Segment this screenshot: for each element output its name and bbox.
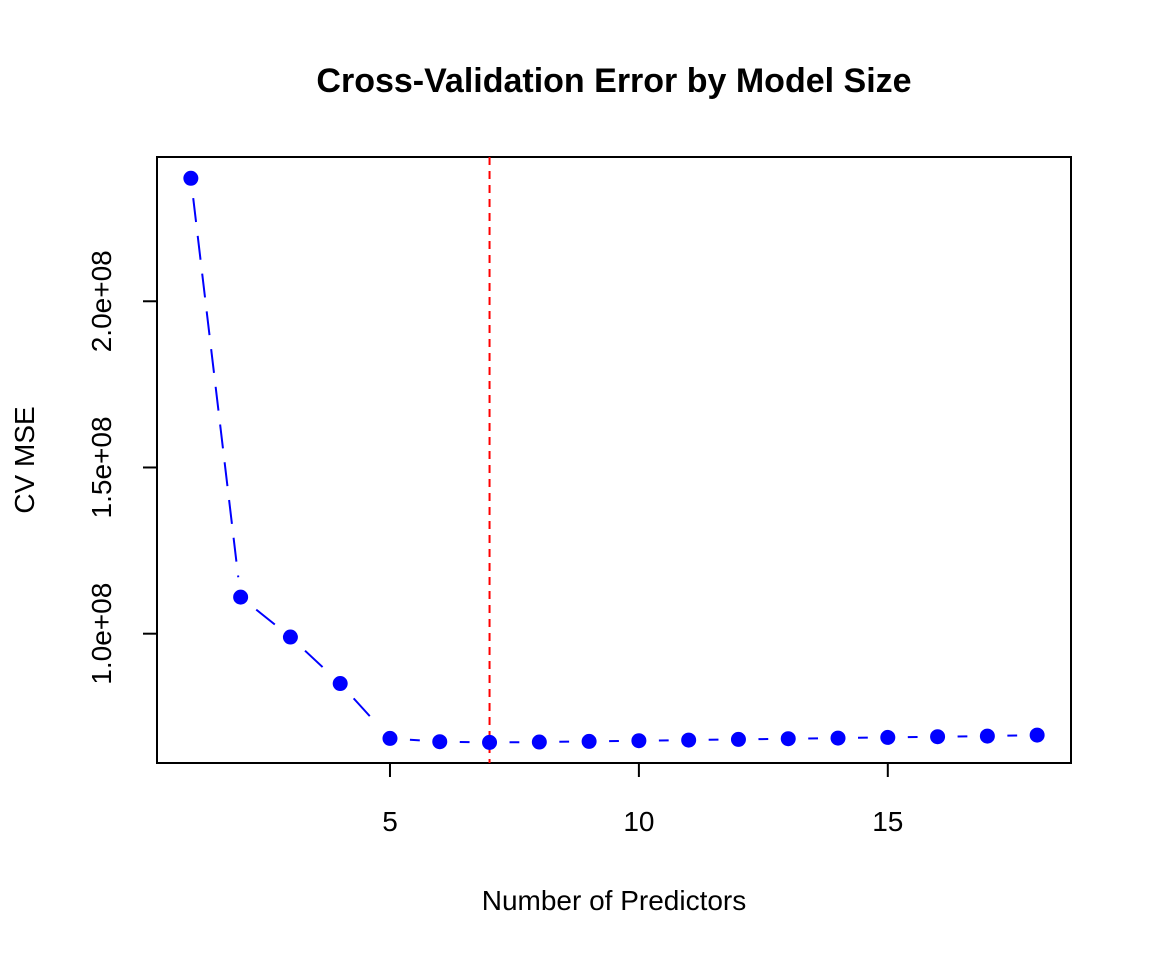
data-point [631,733,647,749]
data-point [581,733,597,749]
data-point [233,589,249,605]
y-tick-label: 1.5e+08 [86,416,117,518]
chart-title: Cross-Validation Error by Model Size [316,62,911,100]
y-tick-label: 1.0e+08 [86,583,117,685]
data-point [681,732,697,748]
data-point [482,734,498,750]
series-segment [192,198,240,578]
data-point [979,728,995,744]
series-segment [352,697,378,725]
series-segment [409,738,420,742]
y-tick-label: 2.0e+08 [86,250,117,352]
data-point [730,731,746,747]
data-point [282,629,298,645]
x-tick-label: 15 [872,806,903,837]
series-segment [304,649,327,671]
data-point [930,729,946,745]
data-point [880,729,896,745]
data-point [382,730,398,746]
series-segment [255,608,276,626]
data-point [1029,727,1045,743]
data-point [332,676,348,692]
data-point [531,734,547,750]
data-point [432,734,448,750]
plot-area: 5 10 15 1.0e+08 1.5e+08 2.0e+08 [86,156,1072,837]
data-point [780,731,796,747]
data-point [183,170,199,186]
x-tick-label: 5 [382,806,398,837]
y-axis-label: CV MSE [9,406,40,513]
data-point [830,730,846,746]
x-axis-label: Number of Predictors [482,885,747,916]
plot-frame [156,156,1072,764]
x-tick-label: 10 [623,806,654,837]
